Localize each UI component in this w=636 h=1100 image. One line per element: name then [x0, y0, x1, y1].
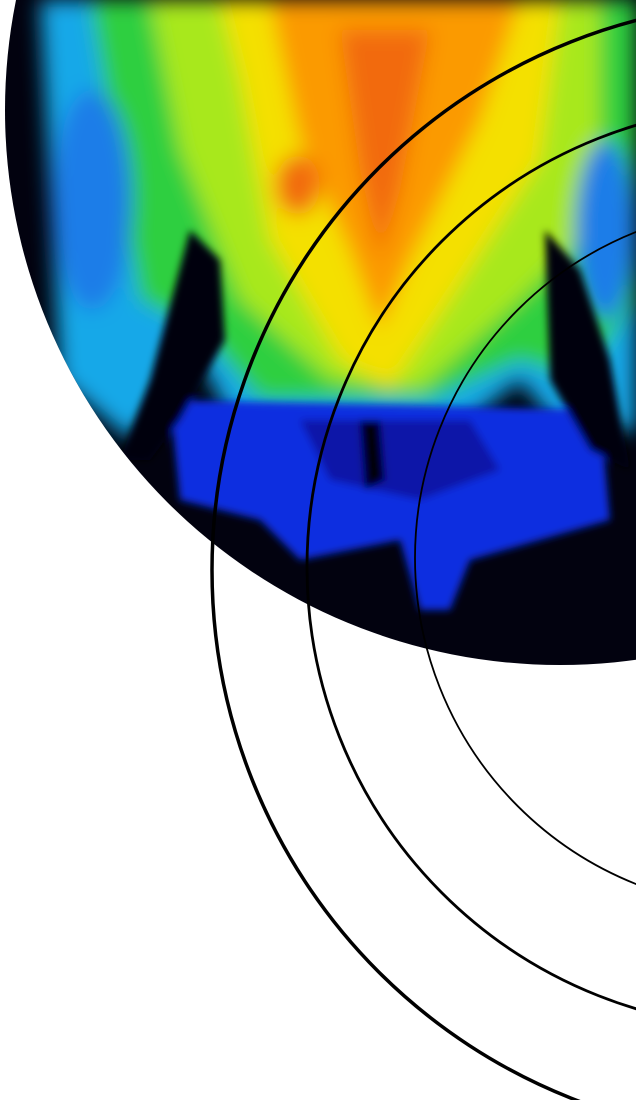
thermal-image — [5, 0, 636, 665]
concentric-arcs — [210, 18, 636, 1100]
outer-arc — [210, 18, 636, 1100]
inner-arc — [414, 231, 636, 885]
middle-arc — [305, 123, 636, 1011]
